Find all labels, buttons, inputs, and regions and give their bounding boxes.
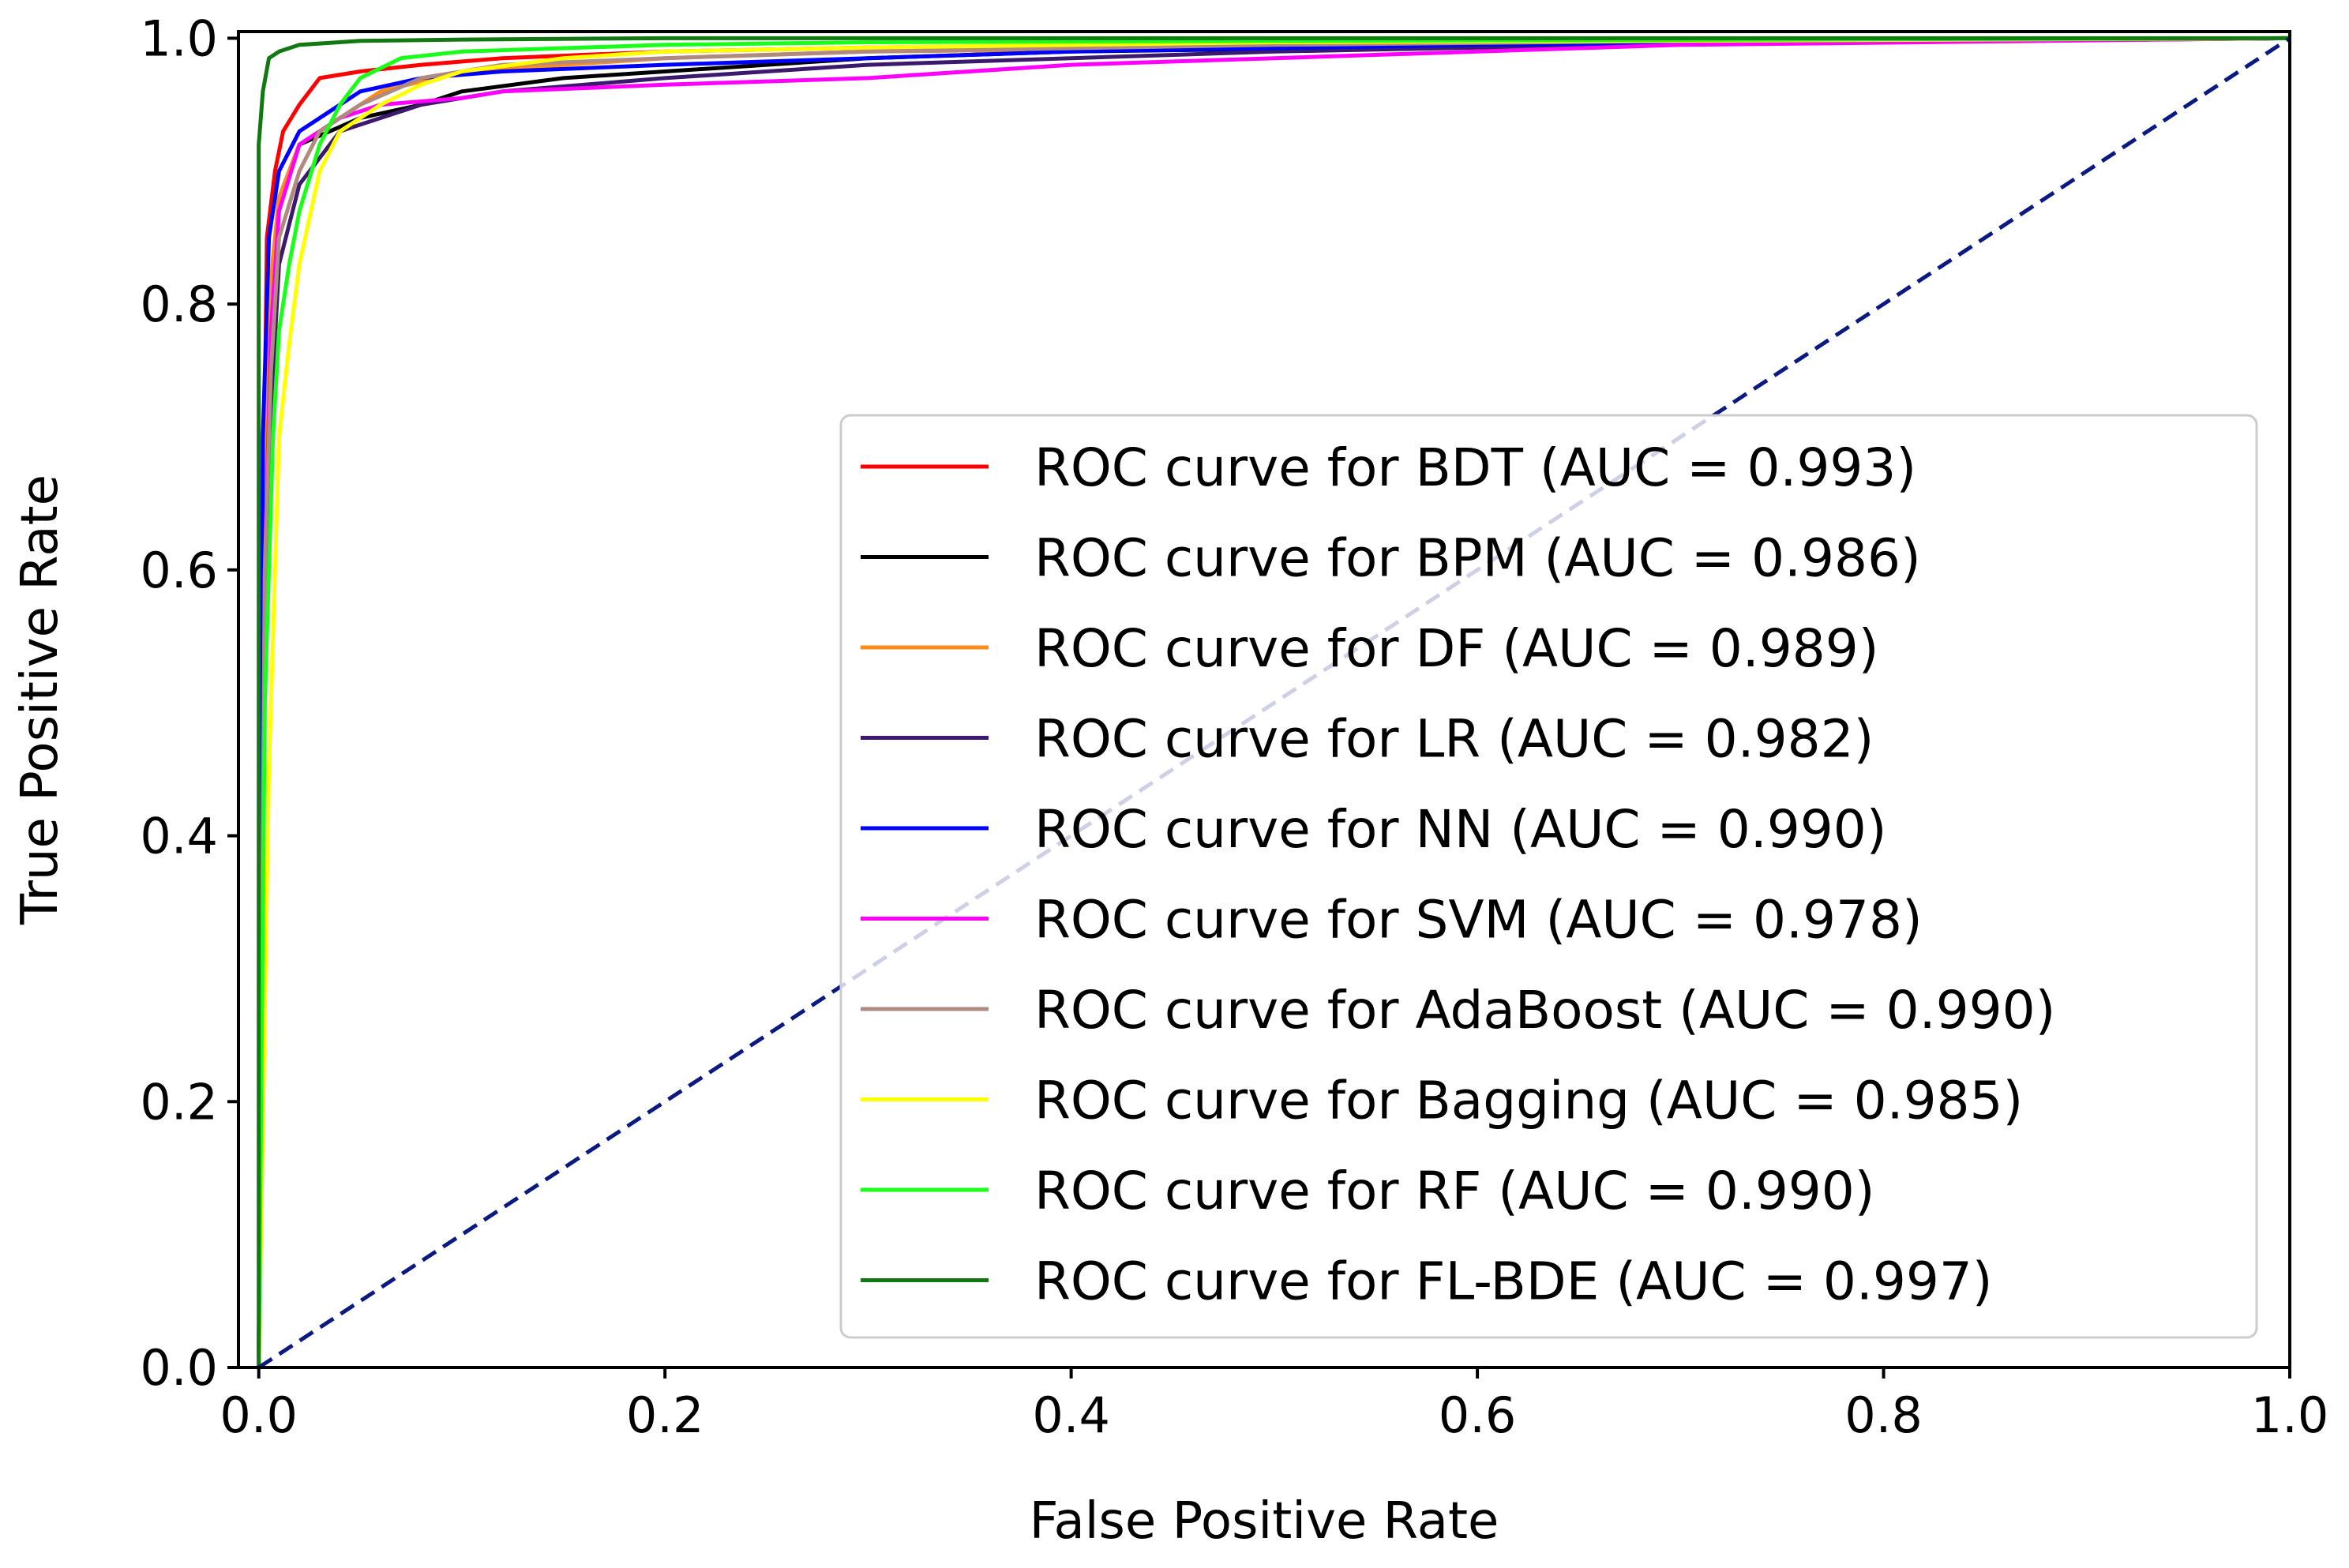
plot-frame bbox=[237, 30, 2291, 1369]
roc-curve-nn bbox=[257, 36, 2291, 1368]
x-tick-label: 0.8 bbox=[1844, 1386, 1923, 1444]
x-axis-label: False Positive Rate bbox=[1030, 1492, 1499, 1551]
legend-label-df: ROC curve for DF (AUC = 0.989) bbox=[1034, 618, 1879, 679]
roc-curve-svm bbox=[257, 36, 2291, 1368]
x-axis-ticks: 0.0 0.2 0.4 0.6 0.8 1.0 bbox=[220, 1367, 2328, 1444]
legend-label-nn: ROC curve for NN (AUC = 0.990) bbox=[1034, 799, 1886, 860]
x-tick-label: 0.0 bbox=[220, 1386, 298, 1444]
legend-label-bdt: ROC curve for BDT (AUC = 0.993) bbox=[1034, 437, 1916, 498]
y-tick-label: 0.6 bbox=[140, 542, 218, 599]
x-tick-label: 1.0 bbox=[2251, 1386, 2329, 1444]
y-axis-label: True Positive Rate bbox=[11, 475, 69, 925]
y-tick-label: 0.2 bbox=[140, 1073, 218, 1131]
legend-entries: ROC curve for BDT (AUC = 0.993) ROC curve… bbox=[861, 437, 2055, 1312]
legend-label-lr: ROC curve for LR (AUC = 0.982) bbox=[1034, 709, 1874, 770]
legend-label-bpm: ROC curve for BPM (AUC = 0.986) bbox=[1034, 528, 1921, 589]
roc-curve-adaboost bbox=[257, 36, 2291, 1368]
legend-label-rf: ROC curve for RF (AUC = 0.990) bbox=[1034, 1161, 1875, 1221]
legend-label-adaboost: ROC curve for AdaBoost (AUC = 0.990) bbox=[1034, 980, 2055, 1041]
legend-label-svm: ROC curve for SVM (AUC = 0.978) bbox=[1034, 890, 1923, 951]
y-tick-label: 0.8 bbox=[140, 276, 218, 333]
roc-curve-fl-bde bbox=[257, 36, 2290, 1367]
y-tick-label: 1.0 bbox=[140, 9, 218, 67]
legend-label-fl-bde: ROC curve for FL-BDE (AUC = 0.997) bbox=[1034, 1251, 1993, 1312]
roc-curve-bagging bbox=[257, 36, 2291, 1368]
legend-label-bagging: ROC curve for Bagging (AUC = 0.985) bbox=[1034, 1071, 2023, 1131]
legend: ROC curve for BDT (AUC = 0.993) ROC curve… bbox=[839, 414, 2258, 1339]
y-tick-label: 0.4 bbox=[140, 808, 218, 865]
x-tick-label: 0.4 bbox=[1032, 1386, 1110, 1444]
roc-curve-rf bbox=[257, 36, 2291, 1368]
legend-box bbox=[839, 414, 2258, 1339]
x-tick-label: 0.6 bbox=[1439, 1386, 1517, 1444]
x-tick-label: 0.2 bbox=[626, 1386, 704, 1444]
y-tick-label: 0.0 bbox=[140, 1339, 218, 1397]
y-axis-ticks: 0.0 0.2 0.4 0.6 0.8 1.0 bbox=[140, 9, 238, 1397]
